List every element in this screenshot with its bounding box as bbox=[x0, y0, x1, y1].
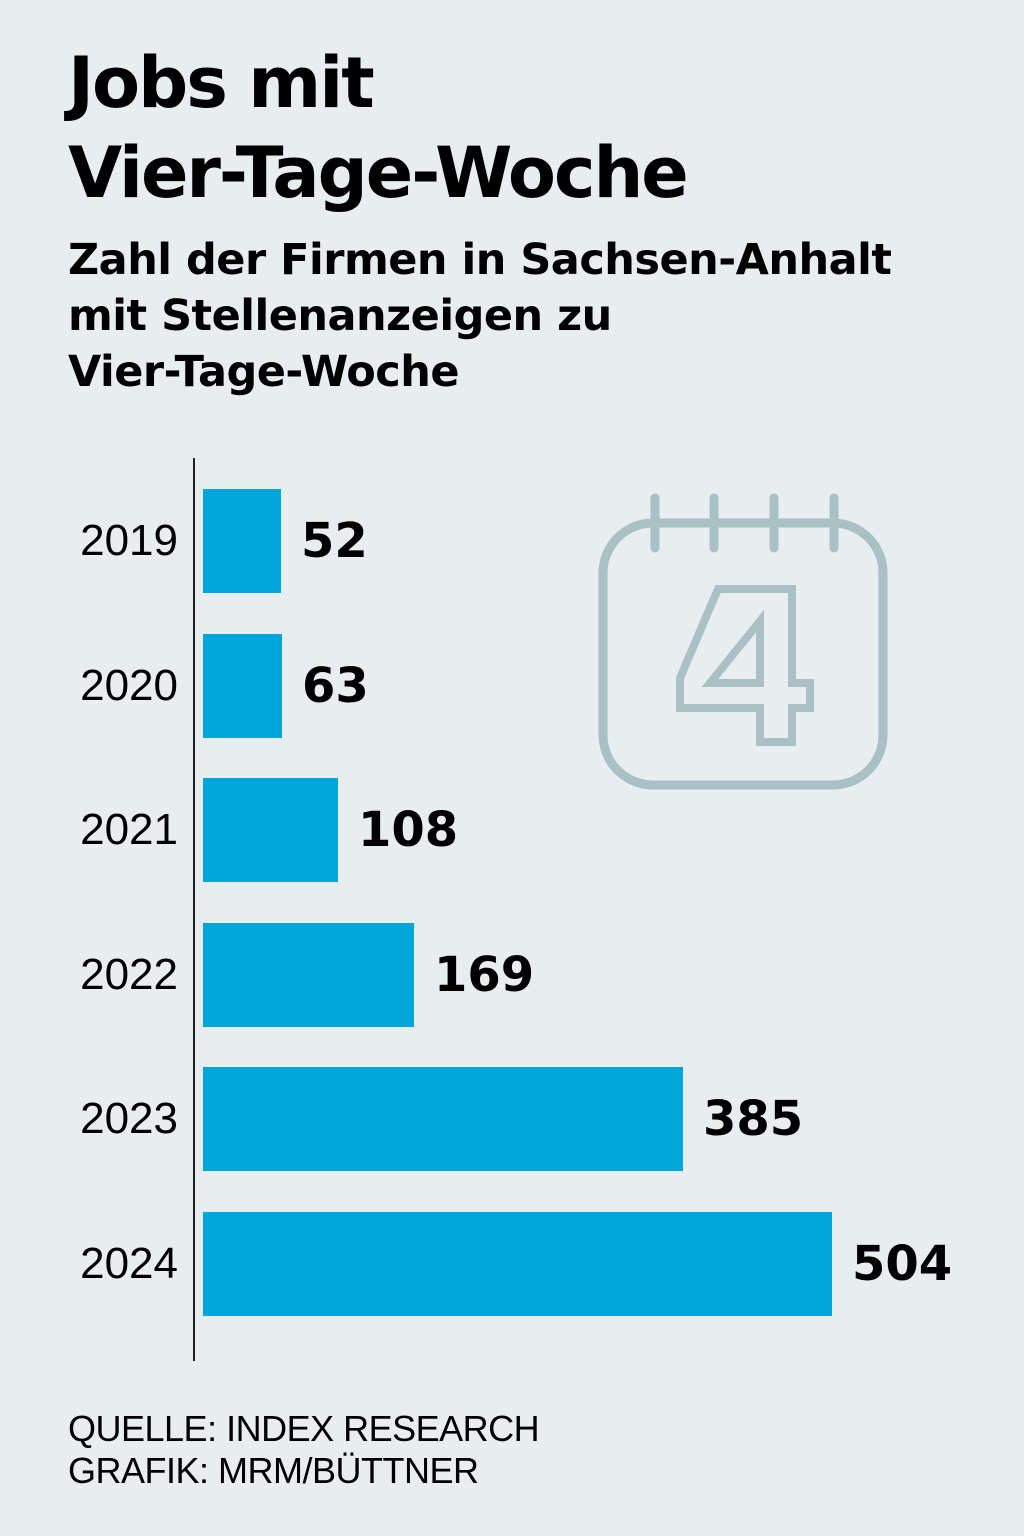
category-label: 2021 bbox=[80, 805, 178, 855]
category-label: 2023 bbox=[80, 1094, 178, 1144]
value-label: 504 bbox=[852, 1236, 953, 1292]
category-label: 2022 bbox=[80, 949, 178, 999]
category-label: 2020 bbox=[80, 660, 178, 710]
value-label: 169 bbox=[434, 946, 535, 1003]
source-text: QUELLE: INDEX RESEARCH bbox=[68, 1408, 540, 1449]
category-label: 2024 bbox=[80, 1239, 178, 1288]
value-label: 385 bbox=[703, 1091, 804, 1148]
chart-title: Jobs mit Vier-Tage-Woche bbox=[68, 38, 689, 218]
value-label: 108 bbox=[358, 802, 459, 859]
bar-2019 bbox=[203, 489, 281, 593]
subtitle-line-1: Zahl der Firmen in Sachsen-Anhalt bbox=[68, 235, 892, 285]
subtitle-line-3: Vier-Tage-Woche bbox=[68, 347, 460, 397]
credit-text: GRAFIK: MRM/BÜTTNER bbox=[68, 1450, 479, 1491]
value-label: 52 bbox=[301, 513, 368, 569]
category-label: 2019 bbox=[80, 516, 178, 565]
bar-2022 bbox=[203, 922, 414, 1027]
y-axis-line bbox=[193, 458, 195, 1361]
source-block: QUELLE: INDEX RESEARCH GRAFIK: MRM/BÜTTN… bbox=[68, 1408, 540, 1492]
bar-2023 bbox=[203, 1067, 683, 1172]
subtitle-line-2: mit Stellenanzeigen zu bbox=[68, 291, 612, 341]
title-line-1: Jobs mit bbox=[68, 42, 375, 124]
bar-2024 bbox=[203, 1212, 832, 1316]
value-label: 63 bbox=[302, 657, 369, 714]
calendar-digit-4 bbox=[676, 585, 814, 746]
bar-2021 bbox=[203, 778, 338, 883]
bar-2020 bbox=[203, 633, 282, 738]
calendar-icon bbox=[598, 493, 888, 790]
chart-subtitle: Zahl der Firmen in Sachsen-Anhalt mit St… bbox=[68, 232, 892, 400]
calendar-frame bbox=[598, 518, 888, 790]
title-line-2: Vier-Tage-Woche bbox=[68, 132, 689, 214]
